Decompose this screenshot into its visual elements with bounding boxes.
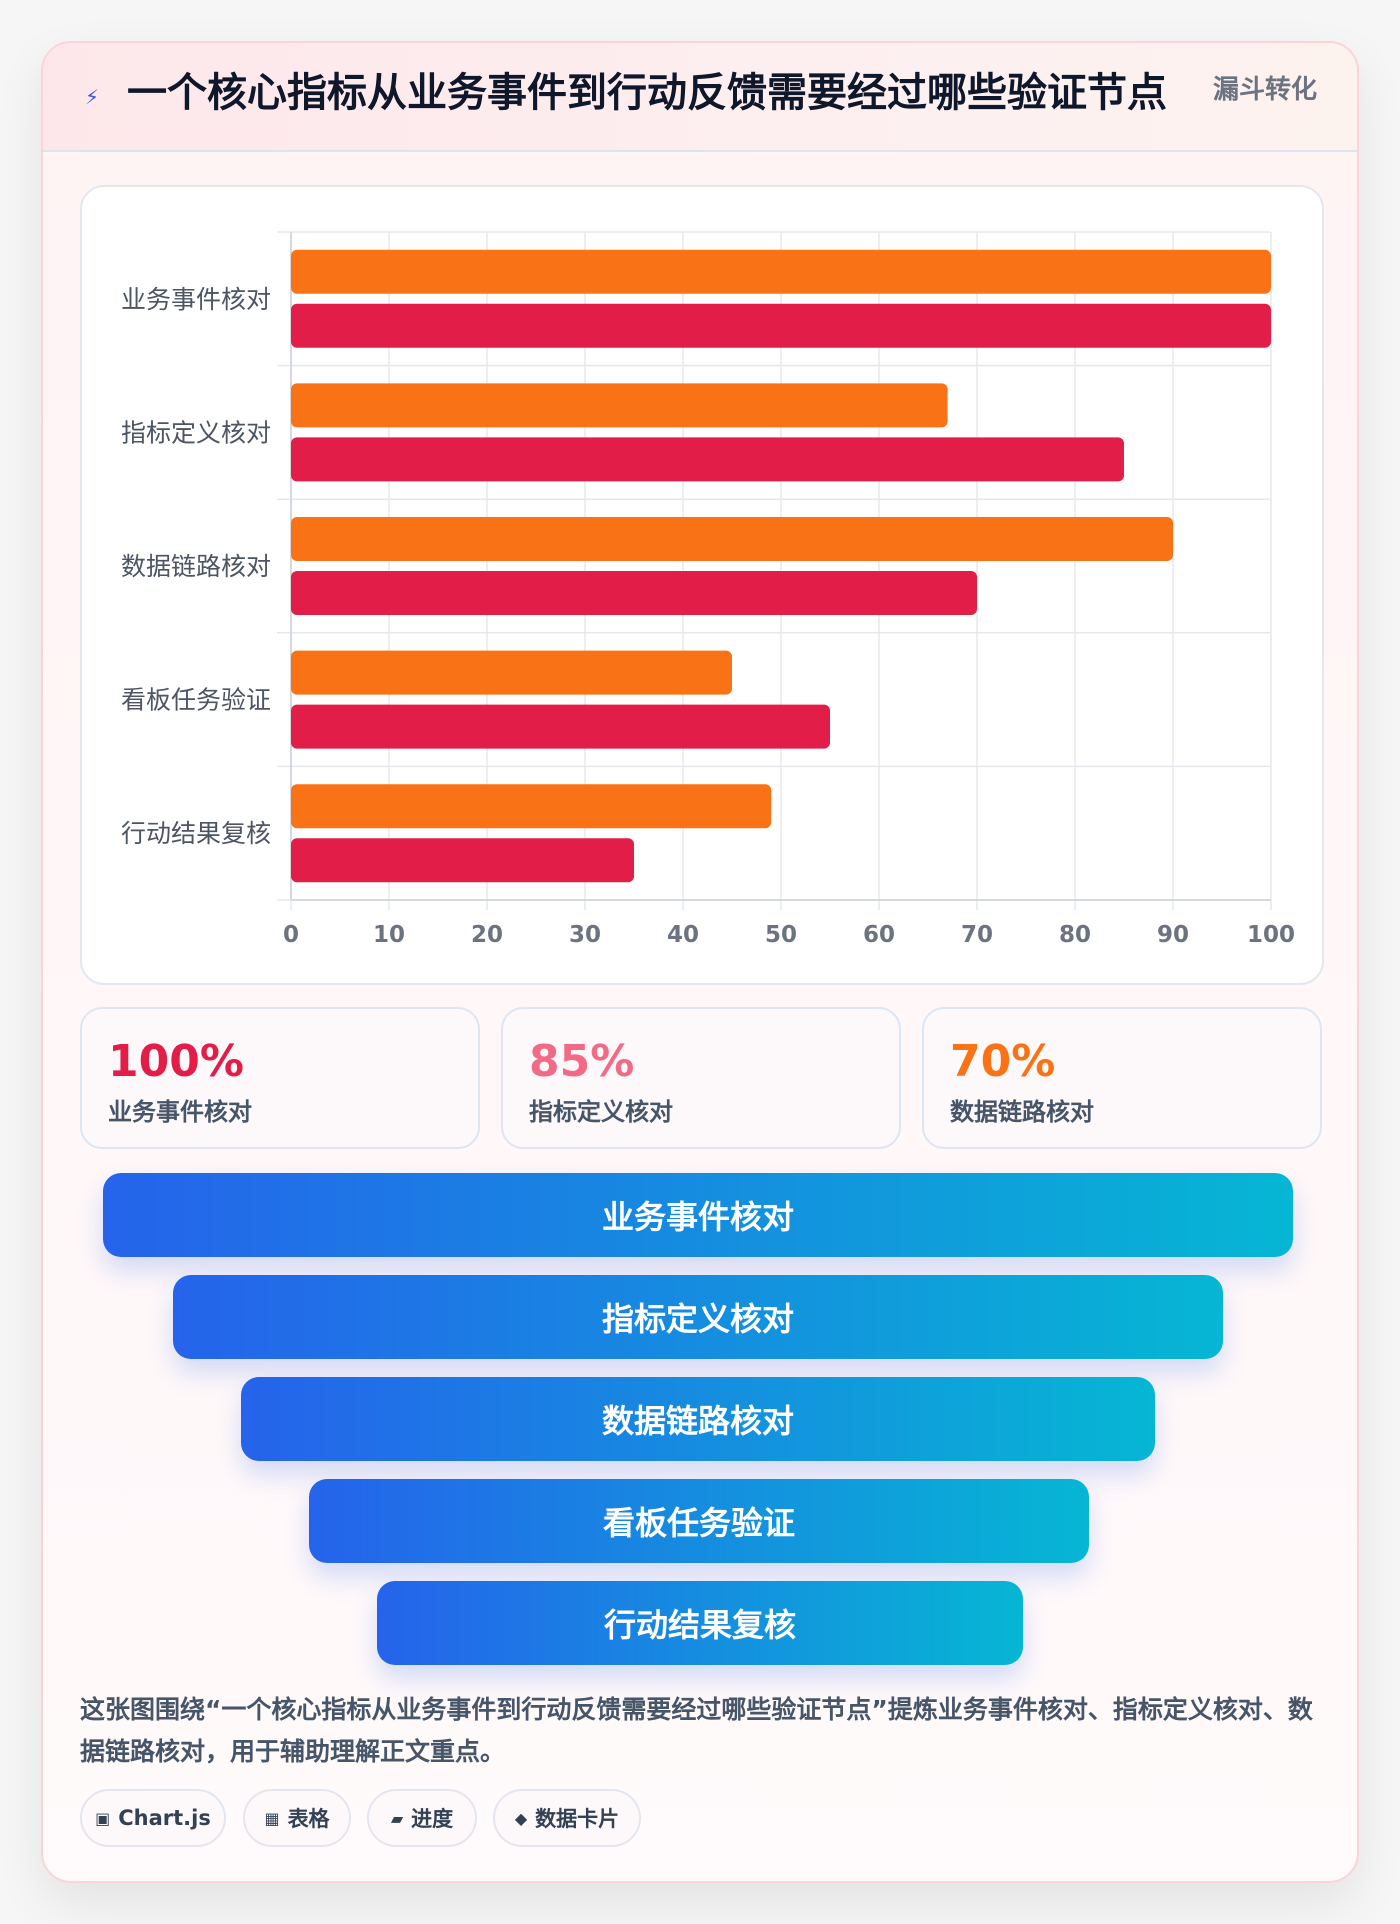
- x-tick-label: 90: [1157, 922, 1189, 948]
- diamond-icon: ◆: [514, 1808, 528, 1828]
- kpi-row: 100% 业务事件核对 85% 指标定义核对 70% 数据链路核对: [80, 1007, 1324, 1149]
- kpi-value: 70%: [950, 1036, 1056, 1087]
- y-category-label: 指标定义核对: [121, 418, 271, 447]
- bar: [291, 249, 1271, 294]
- kpi-label: 业务事件核对: [108, 1098, 252, 1126]
- kpi-value: 100%: [108, 1036, 244, 1087]
- pill-label: 进度: [411, 1807, 454, 1831]
- bar: [291, 571, 977, 615]
- bar-chart-panel: 0 10 20 30 40 50 60 70 80 90 100 业务事件核对 指标定义核对 数据链路核对…: [80, 185, 1324, 985]
- kpi-card: 70% 数据链路核对: [922, 1007, 1322, 1149]
- kpi-label: 数据链路核对: [950, 1098, 1094, 1126]
- x-tick-label: 10: [373, 922, 405, 948]
- funnel: 业务事件核对 指标定义核对 数据链路核对 看板任务验证 行动结果复核: [43, 1173, 1357, 1703]
- x-tick-label: 20: [471, 922, 503, 948]
- bar: [291, 704, 830, 749]
- bar: [291, 517, 1173, 561]
- funnel-stage: 业务事件核对: [103, 1173, 1293, 1257]
- progress-icon: ▰: [390, 1808, 404, 1828]
- kpi-card: 100% 业务事件核对: [80, 1007, 480, 1149]
- pill-label: Chart.js: [118, 1806, 211, 1830]
- kpi-value: 85%: [529, 1036, 635, 1087]
- x-tick-label: 50: [765, 922, 797, 948]
- y-category-label: 业务事件核对: [121, 285, 271, 314]
- funnel-stage: 行动结果复核: [377, 1581, 1023, 1665]
- pill-progress[interactable]: ▰ 进度: [367, 1789, 477, 1847]
- chart-type-tag: 漏斗转化: [1212, 75, 1317, 105]
- bar: [291, 650, 732, 695]
- bar: [291, 838, 634, 883]
- lightning-icon: ⚡: [85, 85, 100, 109]
- pill-label: 表格: [287, 1807, 330, 1831]
- kpi-label: 指标定义核对: [529, 1098, 673, 1126]
- kpi-card: 85% 指标定义核对: [501, 1007, 901, 1149]
- bar: [291, 383, 948, 428]
- bar-chart: 0 10 20 30 40 50 60 70 80 90 100 业务事件核对指标定义核对数据链路核对…: [121, 231, 1295, 948]
- x-tick-label: 30: [569, 922, 601, 948]
- pill-label: 数据卡片: [535, 1807, 620, 1831]
- x-tick-label: 60: [863, 922, 895, 948]
- bar: [291, 437, 1124, 482]
- page-title: 一个核心指标从业务事件到行动反馈需要经过哪些验证节点: [127, 70, 1167, 116]
- x-tick-label: 40: [667, 922, 699, 948]
- pill-table[interactable]: ▦ 表格: [243, 1789, 351, 1847]
- description-text: 这张图围绕“一个核心指标从业务事件到行动反馈需要经过哪些验证节点”提炼业务事件核…: [80, 1695, 1313, 1766]
- x-tick-label: 70: [961, 922, 993, 948]
- y-category-label: 行动结果复核: [121, 819, 271, 848]
- table-icon: ▦: [264, 1808, 280, 1828]
- card: ⚡ 一个核心指标从业务事件到行动反馈需要经过哪些验证节点 漏斗转化 0 10 20 3…: [41, 41, 1359, 1883]
- y-category-label: 看板任务验证: [121, 686, 271, 715]
- funnel-stage: 指标定义核对: [173, 1275, 1223, 1359]
- pill-chartjs[interactable]: ▣ Chart.js: [80, 1789, 226, 1847]
- y-category-label: 数据链路核对: [121, 552, 271, 581]
- funnel-stage: 看板任务验证: [309, 1479, 1089, 1563]
- x-tick-label: 100: [1247, 922, 1295, 948]
- header: ⚡ 一个核心指标从业务事件到行动反馈需要经过哪些验证节点 漏斗转化: [43, 43, 1357, 152]
- bar: [291, 784, 772, 829]
- pill-data-card[interactable]: ◆ 数据卡片: [493, 1789, 641, 1847]
- bar: [291, 303, 1271, 348]
- tag-pills: ▣ Chart.js ▦ 表格 ▰ 进度 ◆ 数据卡片: [80, 1789, 1330, 1847]
- funnel-stage: 数据链路核对: [241, 1377, 1155, 1461]
- x-tick-label: 80: [1059, 922, 1091, 948]
- x-tick-label: 0: [283, 922, 299, 948]
- chart-icon: ▣: [95, 1808, 111, 1828]
